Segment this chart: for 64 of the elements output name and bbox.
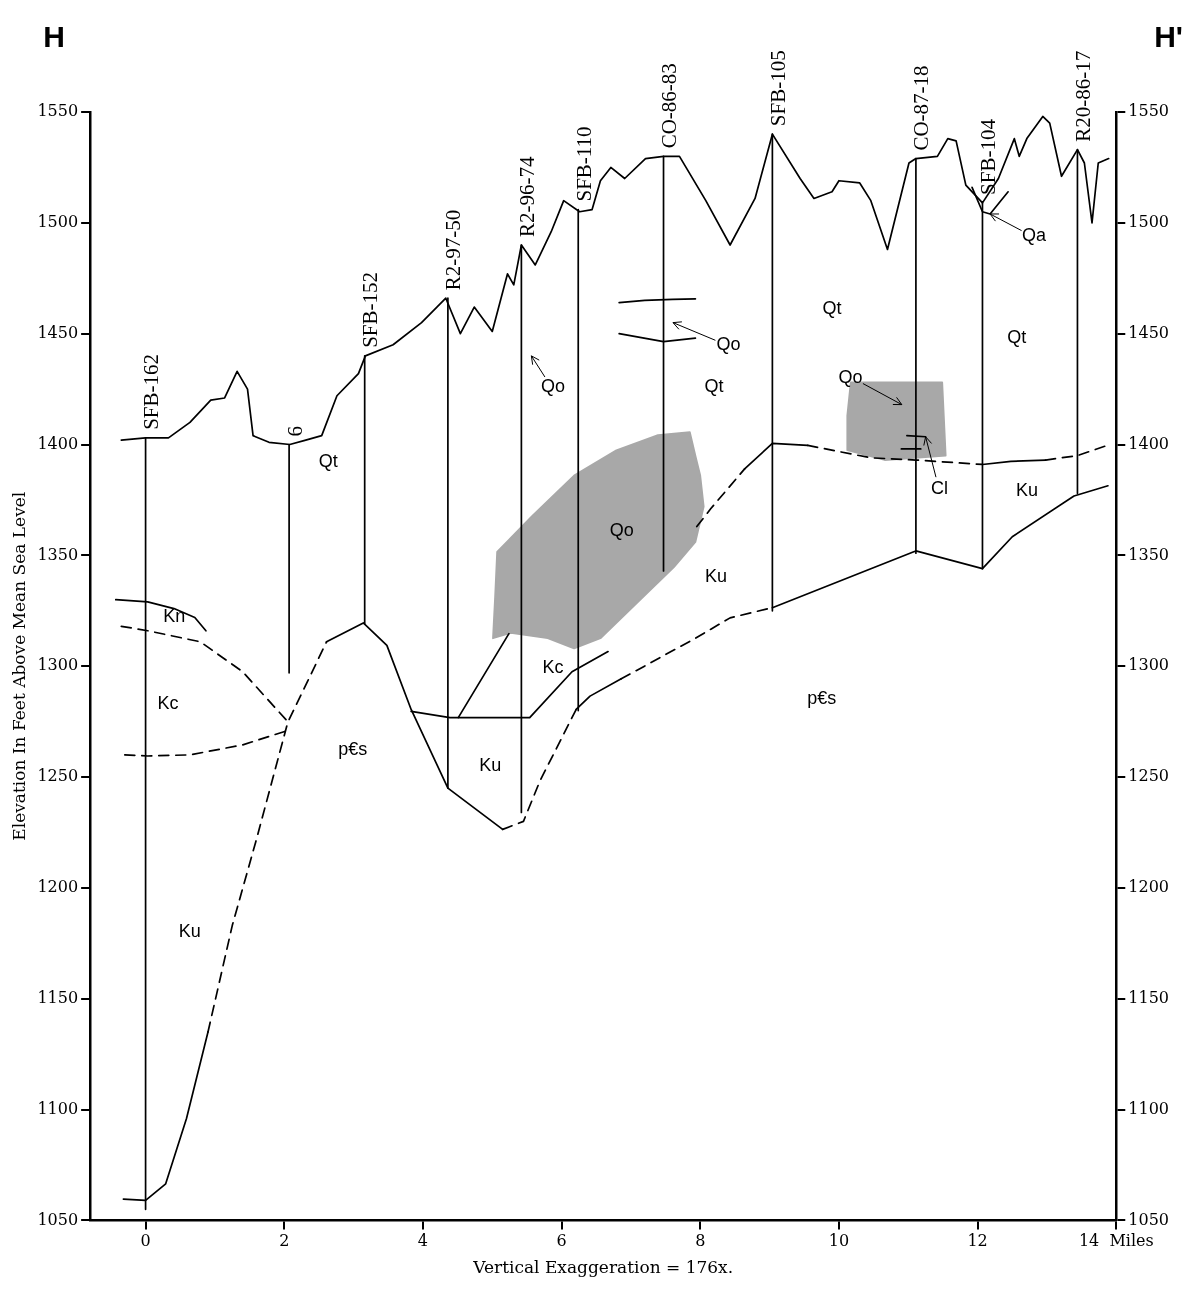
x-tick-label: 10 [828, 1231, 850, 1251]
y2-tick-label: 1200 [1128, 877, 1169, 897]
annotation: Qt [318, 451, 338, 472]
text: H [43, 20, 66, 54]
annotation: Ku [479, 754, 502, 775]
text: R2-96-74 [514, 156, 539, 238]
y-tick-label: 1550 [37, 101, 79, 121]
y-axis-title: Elevation In Feet Above Mean Sea Level [8, 491, 29, 841]
x-tick-label: 6 [556, 1231, 567, 1251]
annotation: Ku [1015, 480, 1039, 501]
annotation: p€s [338, 739, 368, 760]
x-tick-label: 14 Miles [1078, 1231, 1154, 1251]
annotation: Cl [931, 477, 949, 498]
y-tick-label: 1400 [37, 433, 79, 453]
text: SFB-152 [358, 271, 383, 348]
annotation: Qo [609, 519, 634, 540]
annotation: Qt [822, 298, 842, 319]
y2-tick-label: 1300 [1128, 655, 1169, 675]
text: CO-87-18 [909, 65, 934, 151]
y-tick-label: 1200 [37, 877, 79, 897]
text: 6 [282, 426, 307, 437]
y-tick-label: 1250 [37, 766, 79, 786]
y2-tick-label: 1100 [1128, 1098, 1169, 1118]
y2-tick-label: 1150 [1128, 987, 1169, 1007]
x-tick-label: 12 [967, 1231, 988, 1251]
annotation: Ku [705, 566, 728, 587]
y-tick-label: 1300 [37, 655, 79, 675]
text: R20-86-17 [1070, 50, 1095, 142]
annotation: Qt [1007, 327, 1027, 348]
x-tick-label: 2 [279, 1231, 290, 1251]
y2-tick-label: 1250 [1128, 766, 1169, 786]
annotation: Qo [540, 375, 565, 396]
x-axis-title: Vertical Exaggeration = 176x. [472, 1257, 734, 1278]
y2-tick-label: 1450 [1128, 322, 1169, 342]
text: CO-86-83 [657, 63, 682, 149]
annotation: Qt [704, 375, 724, 396]
annotation: Kc [157, 692, 179, 713]
annotation: Kn [163, 606, 186, 627]
text: SFB-105 [765, 50, 790, 127]
annotation: Ku [178, 921, 201, 942]
y2-tick-label: 1500 [1128, 212, 1169, 231]
y-tick-label: 1150 [37, 987, 79, 1007]
annotation: Kc [542, 657, 564, 678]
text: R2-97-50 [441, 209, 466, 291]
y-tick-label: 1450 [37, 322, 79, 342]
y2-tick-label: 1400 [1128, 433, 1169, 453]
text: SFB-162 [139, 354, 164, 430]
y2-tick-label: 1350 [1128, 544, 1169, 564]
y-tick-label: 1100 [37, 1098, 79, 1118]
y2-tick-label: 1050 [1128, 1209, 1169, 1229]
x-tick-label: 8 [695, 1231, 706, 1251]
y2-tick-label: 1550 [1128, 101, 1169, 121]
annotation: p€s [807, 688, 837, 709]
y-tick-label: 1500 [37, 212, 79, 231]
text: H' [1154, 20, 1184, 54]
text: SFB-104 [975, 118, 1000, 195]
text: SFB-110 [571, 126, 596, 202]
x-tick-label: 0 [140, 1231, 151, 1251]
x-tick-label: 4 [417, 1231, 429, 1251]
annotation: Qo [716, 333, 741, 354]
y-tick-label: 1350 [37, 544, 79, 564]
annotation: Qo [838, 366, 863, 387]
annotation: Qa [1022, 224, 1048, 245]
y-tick-label: 1050 [37, 1209, 79, 1229]
